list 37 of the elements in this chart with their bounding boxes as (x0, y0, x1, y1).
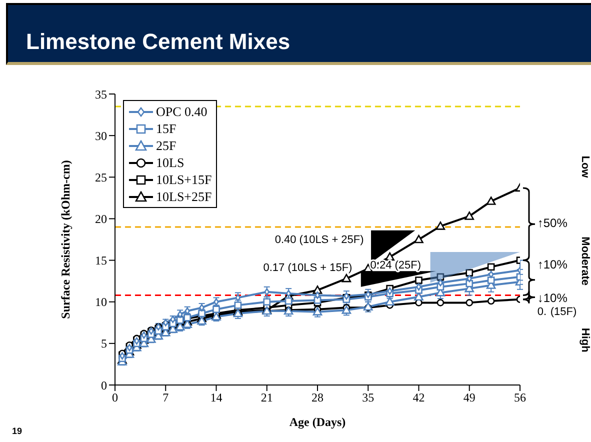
y-tick-label: 35 (95, 87, 107, 102)
x-axis-title: Age (Days) (289, 415, 346, 429)
text: 19 (12, 426, 22, 436)
text: ↑50% (537, 216, 568, 230)
legend-label: OPC 0.40 (156, 104, 208, 120)
x-tick-label: 21 (260, 390, 273, 405)
text: Low (579, 156, 591, 178)
text: ↓10% (537, 290, 568, 305)
chart-title: Limestone Cement Mixes (26, 29, 290, 55)
y-tick-label: 10 (95, 295, 107, 310)
x-tick-label: 7 (162, 390, 169, 405)
x-tick-label: 56 (514, 390, 526, 405)
y-tick-label: 25 (95, 170, 107, 184)
legend-label: 10LS+25F (156, 188, 212, 204)
y-tick-label: 30 (95, 128, 107, 143)
text: (15F) (550, 306, 577, 318)
text: High (579, 328, 591, 353)
legend-label: 15F (156, 120, 176, 136)
y-tick-label: 20 (95, 212, 107, 226)
text: 0. (537, 306, 547, 318)
x-tick-label: 49 (463, 390, 476, 405)
y-tick-label: 15 (95, 254, 107, 268)
y-tick-label: 5 (101, 336, 107, 351)
legend-label: 25F (156, 138, 176, 154)
y-tick-label: 0 (101, 378, 107, 392)
x-tick-label: 35 (362, 390, 374, 405)
x-tick-label: 14 (210, 390, 222, 405)
annotation: 0.40 (10LS + 25F) (274, 234, 364, 246)
x-tick-label: 28 (312, 390, 324, 405)
text: ↑10% (537, 258, 568, 272)
y-axis-title: Surface Resistivity (kOhm-cm) (58, 160, 72, 319)
annotation: 0.17 (10LS + 15F) (263, 262, 352, 274)
x-tick-label: 42 (412, 390, 425, 405)
legend-label: 10LS+15F (156, 172, 212, 188)
text: Moderate (579, 236, 591, 286)
legend-label: 10LS (156, 154, 184, 170)
x-tick-label: 0 (112, 390, 118, 405)
